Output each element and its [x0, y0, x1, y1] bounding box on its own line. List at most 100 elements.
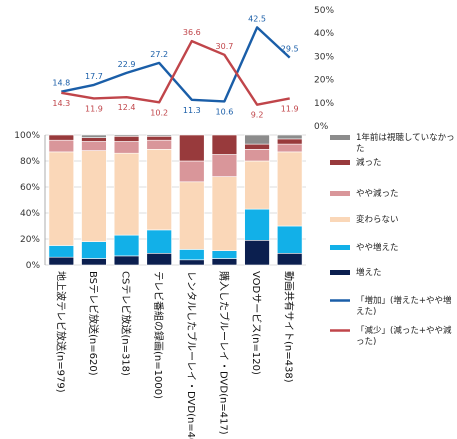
bar-segment: [244, 143, 270, 150]
line-data-label: 11.9: [85, 104, 103, 113]
bar-segment: [113, 255, 140, 266]
category-label: 購入したブルーレイ・DVD(n=417): [217, 271, 230, 435]
bar-segment: [244, 160, 270, 210]
legend-swatch: [330, 217, 350, 222]
category-label: テレビ番組の録画(n=1000): [152, 271, 165, 399]
legend-label: 変わらない: [356, 214, 399, 225]
line-data-label: 10.2: [150, 108, 168, 117]
bar-segment: [146, 139, 172, 150]
line-y-tick: 10%: [314, 99, 334, 109]
legend-swatch: [330, 160, 350, 165]
legend-label: 減った: [356, 157, 382, 168]
bar-segment: [48, 256, 75, 266]
bar-segment: [244, 134, 270, 145]
category-label: レンタルしたブルーレイ・DVD(n=407): [185, 271, 198, 439]
bar-segment: [244, 240, 270, 266]
line-data-label: 22.9: [118, 60, 136, 69]
bar-segment: [48, 139, 75, 153]
legend-swatch: [330, 245, 350, 250]
bar-segment: [81, 137, 107, 142]
bar-segment: [276, 253, 303, 266]
bar-segment: [211, 154, 238, 177]
category-label: 地上波テレビ放送(n=979): [54, 271, 67, 393]
legend-swatch: [330, 135, 350, 140]
bar-segment: [179, 259, 205, 266]
line-y-tick: 20%: [314, 76, 334, 86]
line-series-increase: [61, 26, 291, 103]
line-data-label: 11.3: [183, 106, 201, 115]
line-data-label: 10.6: [216, 107, 234, 116]
bar-segment: [113, 136, 140, 142]
line-data-label: 9.2: [251, 111, 264, 120]
bar-y-tick: 20%: [20, 235, 40, 245]
bar-segment: [113, 134, 140, 137]
bar-segment: [179, 160, 205, 183]
line-y-tick: 40%: [314, 29, 334, 39]
bar-segment: [244, 208, 270, 241]
line-series-decrease: [61, 39, 290, 106]
line-y-axis-ticks: 0% 10% 20% 30% 40% 50%: [314, 6, 334, 132]
bar-segment: [179, 134, 205, 162]
line-data-label: 36.6: [183, 28, 201, 37]
line-data-label: 30.7: [216, 42, 234, 51]
bar-segment: [276, 134, 303, 140]
legend: 1年前は視聴していなかった減ったやや減った変わらないやや増えた増えた「増加」(増…: [330, 132, 455, 347]
bar-y-tick: 0%: [26, 261, 41, 271]
line-data-label: 11.9: [281, 104, 299, 113]
category-labels: 地上波テレビ放送(n=979) BSテレビ放送(n=620) CSテレビ放送(n=3…: [54, 271, 295, 439]
bar-segment: [81, 134, 107, 138]
bar-y-tick: 60%: [20, 183, 40, 193]
bar-segment: [113, 234, 140, 257]
bar-segment: [48, 245, 75, 258]
legend-swatch: [330, 191, 350, 196]
bar-segment: [276, 143, 303, 153]
line-data-label: 12.4: [118, 103, 136, 112]
bar-segment: [179, 249, 205, 261]
bar-segment: [146, 229, 172, 254]
category-label: VODサービス(n=120): [250, 271, 262, 375]
bar-y-tick: 100%: [14, 131, 40, 141]
category-label: CSテレビ放送(n=318): [120, 271, 133, 376]
bar-y-tick: 80%: [20, 157, 40, 167]
bar-segment: [276, 138, 303, 145]
legend-label: 「増加」(増えた+やや増えた): [356, 295, 451, 317]
bar-segment: [146, 136, 172, 141]
bar-segment: [146, 253, 172, 266]
bar-segment: [48, 134, 75, 141]
bar-segment: [211, 258, 238, 266]
line-data-label: 29.5: [281, 45, 299, 54]
line-data-label: 14.8: [52, 79, 70, 88]
line-data-label: 27.2: [150, 50, 168, 59]
legend-label: 「減少」(減った+やや減った): [356, 325, 452, 347]
legend-label: 1年前は視聴していなかった: [356, 132, 455, 154]
line-y-tick: 30%: [314, 52, 334, 62]
legend-label: やや減った: [356, 188, 399, 199]
bar-segment: [81, 141, 107, 151]
legend-label: 増えた: [356, 267, 382, 278]
bar-segment: [146, 149, 172, 231]
bar-segment: [276, 151, 303, 227]
category-label: 動画共有サイト(n=438): [283, 271, 296, 383]
category-label: BSテレビ放送(n=620): [87, 271, 100, 376]
bar-segment: [146, 134, 172, 137]
bar-segment: [81, 241, 107, 259]
bar-segment: [81, 258, 107, 266]
bar-y-tick: 40%: [20, 209, 40, 219]
line-data-label: 42.5: [248, 14, 266, 23]
bar-segment: [244, 149, 270, 162]
bar-segment: [48, 151, 75, 246]
bar-segment: [211, 134, 238, 155]
line-data-labels: 14.8 14.3 17.7 11.9 22.9 12.4 27.2 10.2 11.3 36.6…: [52, 14, 298, 119]
bar-segment: [81, 150, 107, 242]
bar-y-axis-ticks: 0% 20% 40% 60% 80% 100%: [14, 131, 40, 271]
bar-segment: [113, 152, 140, 236]
legend-swatch: [330, 270, 350, 275]
bar-segment: [276, 225, 303, 254]
bar-segment: [211, 176, 238, 252]
line-y-tick: 50%: [314, 6, 334, 16]
legend-label: やや増えた: [356, 242, 399, 253]
bar-segment: [179, 181, 205, 250]
stacked-bars: [48, 134, 303, 266]
trend-lines: [61, 26, 291, 106]
bar-segment: [113, 141, 140, 154]
